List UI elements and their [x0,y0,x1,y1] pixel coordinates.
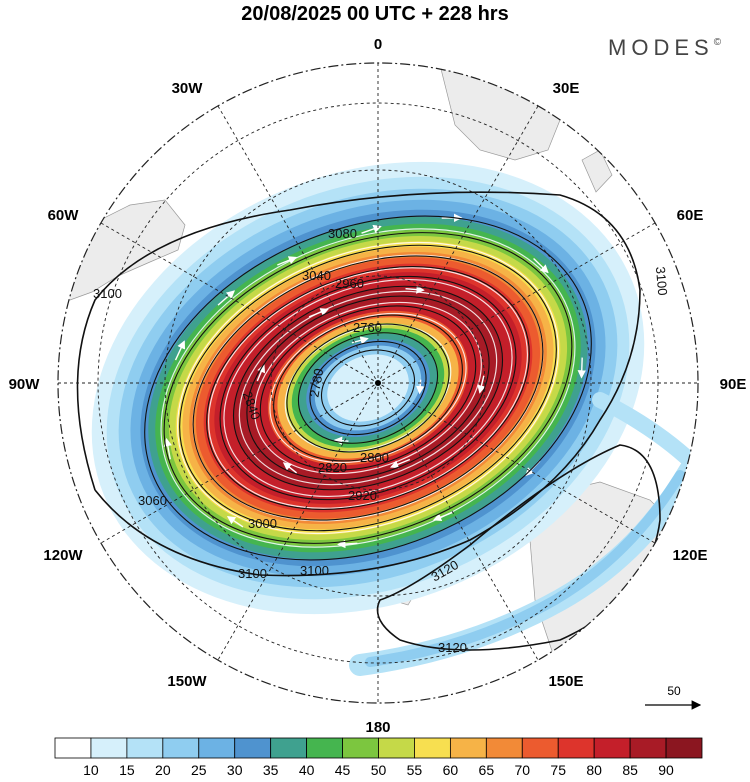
colorbar-swatch [306,737,343,759]
colorbar-swatch [665,737,703,759]
colorbar-swatch [234,737,272,759]
colorbar-tick-label: 85 [622,762,638,778]
madagascar-land [581,149,613,193]
colorbar-swatch [485,737,523,759]
lon-label-150e: 150E [548,673,583,690]
colorbar-swatch [629,737,667,759]
colorbar-tick-label: 30 [227,762,243,778]
contour-label: 3100 [238,566,267,581]
colorbar-tick-label: 65 [479,762,495,778]
colorbar: 10 15 20 25 30 35 40 45 50 55 60 65 70 75 80 85 90 [54,737,703,778]
colorbar-tick-label: 20 [155,762,171,778]
colorbar-swatch [593,737,631,759]
lon-label-30e: 30E [553,80,580,97]
contour-label: 2760 [353,320,382,335]
colorbar-swatch [126,737,164,759]
colorbar-tick-label: 60 [443,762,459,778]
colorbar-tick-label: 50 [371,762,387,778]
lon-label-90w: 90W [9,376,41,393]
contour-label: 3100 [93,286,122,301]
colorbar-swatch [557,737,595,759]
reference-vector-label: 50 [667,684,681,698]
south-pole-marker [375,380,381,386]
reference-vector: 50 [645,684,702,710]
contour-label: 3000 [248,516,277,531]
colorbar-swatch [414,737,451,759]
contour-label: 2920 [348,488,377,503]
colorbar-swatch [162,737,200,759]
contour-label: 3100 [300,563,329,578]
map-disc [58,63,698,703]
colorbar-tick-label: 40 [299,762,315,778]
contour-label: 2800 [360,450,389,465]
colorbar-swatch [449,737,487,759]
contour-label: 3080 [328,226,357,241]
colorbar-swatch [54,737,92,759]
colorbar-tick-label: 80 [586,762,602,778]
lon-label-60e: 60E [677,207,704,224]
longitude-labels: 0 30E 60E 90E 120E 150E 180 150W 120W 90… [9,36,747,736]
colorbar-swatch [270,737,308,759]
contour-label: 3120 [438,640,467,655]
lon-label-0: 0 [374,36,382,53]
map-border [57,62,699,704]
lon-label-90e: 90E [720,376,747,393]
contour-label: 3100 [653,266,670,296]
lon-label-120w: 120W [43,547,83,564]
contour-3100 [76,191,641,577]
colorbar-swatch [198,737,236,759]
lon-label-180: 180 [365,719,390,736]
map-title: 20/08/2025 00 UTC + 228 hrs [241,3,508,25]
contour-label: 2820 [318,460,347,475]
colorbar-tick-label: 70 [514,762,530,778]
height-contours [144,215,592,561]
contour-label: 2780 [306,367,326,398]
brand-logo: MODES© [608,35,726,60]
lon-label-120e: 120E [672,547,707,564]
colorbar-swatch [521,737,559,759]
colorbar-swatch [378,737,415,759]
contour-label: 3040 [302,268,331,283]
colorbar-tick-label: 55 [407,762,423,778]
colorbar-tick-label: 90 [658,762,674,778]
contour-label: 2960 [335,276,364,291]
colorbar-tick-label: 45 [335,762,351,778]
colorbar-tick-label: 10 [83,762,99,778]
colorbar-tick-label: 35 [263,762,279,778]
lon-label-30w: 30W [172,80,204,97]
colorbar-swatch [90,737,128,759]
colorbar-tick-label: 15 [119,762,135,778]
lon-label-60w: 60W [48,207,80,224]
colorbar-tick-label: 25 [191,762,207,778]
colorbar-swatch [342,737,379,759]
contour-label: 3060 [138,493,167,508]
colorbar-tick-label: 75 [550,762,566,778]
lon-label-150w: 150W [167,673,207,690]
